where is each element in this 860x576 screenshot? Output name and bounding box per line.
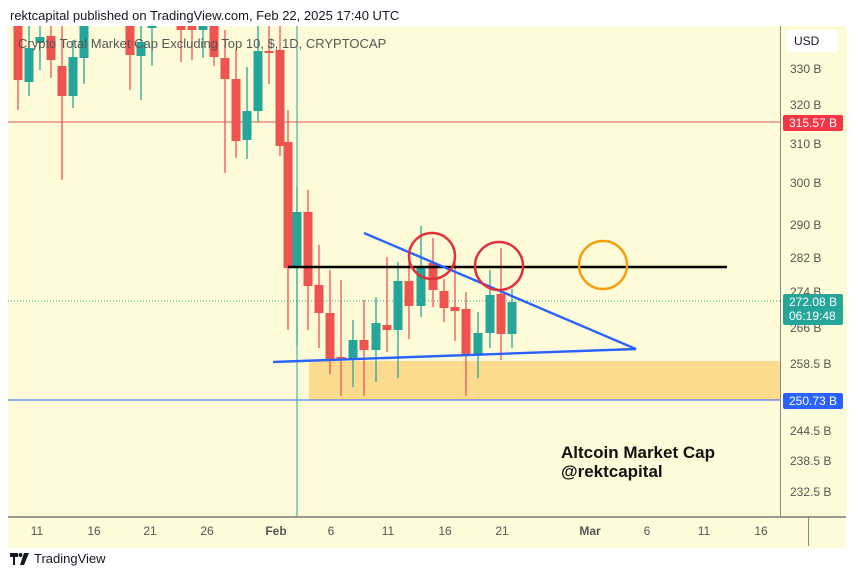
- time-tick: 21: [143, 524, 157, 538]
- publish-header: rektcapital published on TradingView.com…: [10, 8, 400, 23]
- candle-body: [46, 36, 56, 60]
- candle-body: [136, 42, 146, 56]
- candle-body: [68, 57, 78, 96]
- candle-body: [242, 111, 252, 140]
- time-tick: 16: [754, 524, 768, 538]
- candle-body: [35, 37, 45, 43]
- candle-body: [371, 323, 381, 350]
- candle-body: [461, 309, 471, 354]
- rejection-circle-1: [407, 231, 457, 281]
- annotation-title: Altcoin Market Cap: [561, 443, 715, 462]
- candle-body: [507, 302, 517, 334]
- time-tick: 16: [87, 524, 101, 538]
- price-tick: 232.5 B: [790, 485, 832, 499]
- time-tick: 16: [438, 524, 452, 538]
- currency-button[interactable]: USD: [786, 30, 838, 52]
- candle-body: [79, 26, 89, 58]
- price-axis[interactable]: [780, 26, 847, 516]
- time-tick: 26: [200, 524, 214, 538]
- price-tick: 300 B: [790, 176, 822, 190]
- price-tick: 282 B: [790, 251, 822, 265]
- price-tick: 290 B: [790, 218, 822, 232]
- candle-body: [220, 58, 230, 79]
- blue-level-label: 250.73 B: [783, 393, 843, 409]
- time-tick: 6: [327, 524, 335, 538]
- candle-body: [275, 50, 285, 146]
- target-circle: [577, 239, 629, 291]
- time-axis[interactable]: [8, 516, 846, 548]
- candle-body: [125, 26, 135, 55]
- candle-body: [450, 307, 460, 311]
- candle-body: [292, 212, 302, 268]
- candle-body: [485, 295, 495, 333]
- candle-body: [253, 51, 263, 111]
- time-tick: 11: [30, 524, 44, 538]
- candle-body: [496, 294, 506, 334]
- price-tick: 258.5 B: [790, 357, 832, 371]
- annotation-author: @rektcapital: [561, 462, 663, 481]
- time-tick: 11: [381, 524, 395, 538]
- price-tick: 320 B: [790, 98, 822, 112]
- candle-body: [416, 267, 426, 306]
- candle-body: [348, 340, 358, 360]
- tradingview-brand: TradingView: [34, 551, 106, 566]
- red-level-label: 315.57 B: [783, 115, 843, 131]
- axis-corner-divider: [808, 516, 809, 546]
- candle-body: [57, 66, 67, 96]
- time-tick: Mar: [579, 524, 601, 538]
- candle-body: [393, 281, 403, 330]
- candles-group: [13, 26, 517, 396]
- rejection-circle-2: [473, 240, 525, 292]
- candle-body: [13, 26, 23, 80]
- time-tick: 11: [697, 524, 711, 538]
- candle-body: [147, 26, 157, 28]
- candle-body: [231, 79, 241, 141]
- candle-body: [359, 340, 369, 350]
- candle-body: [325, 313, 335, 360]
- chart-pane[interactable]: [8, 26, 780, 516]
- candle-body: [382, 325, 392, 330]
- time-tick: Feb: [265, 524, 287, 538]
- price-tick: 238.5 B: [790, 454, 832, 468]
- time-tick: 21: [495, 524, 509, 538]
- candle-body: [473, 333, 483, 354]
- candle-body: [404, 281, 414, 306]
- last-price-label: 272.08 B 06:19:48: [783, 294, 843, 325]
- ascending-trendline: [272, 347, 637, 364]
- candle-body: [439, 291, 449, 308]
- tradingview-logo-icon: [10, 552, 29, 565]
- candle-body: [176, 26, 186, 30]
- price-tick: 244.5 B: [790, 424, 832, 438]
- last-price-value: 272.08 B: [789, 295, 838, 309]
- candle-body: [283, 142, 293, 268]
- candle-body: [303, 212, 313, 286]
- support-zone: [309, 361, 780, 400]
- price-tick: 310 B: [790, 137, 822, 151]
- price-tick: 330 B: [790, 62, 822, 76]
- candle-body: [24, 48, 34, 82]
- candle-body: [314, 285, 324, 313]
- candle-body: [187, 26, 197, 30]
- candle-body: [198, 26, 208, 30]
- chart-annotation: Altcoin Market Cap @rektcapital: [561, 443, 715, 481]
- tradingview-logo[interactable]: TradingView: [10, 551, 106, 566]
- candle-body: [209, 26, 219, 57]
- candle-body: [264, 51, 274, 53]
- symbol-label: Crypto Total Market Cap Excluding Top 10…: [18, 36, 387, 51]
- time-tick: 6: [643, 524, 651, 538]
- candle-body: [428, 263, 438, 290]
- bar-countdown: 06:19:48: [789, 309, 836, 323]
